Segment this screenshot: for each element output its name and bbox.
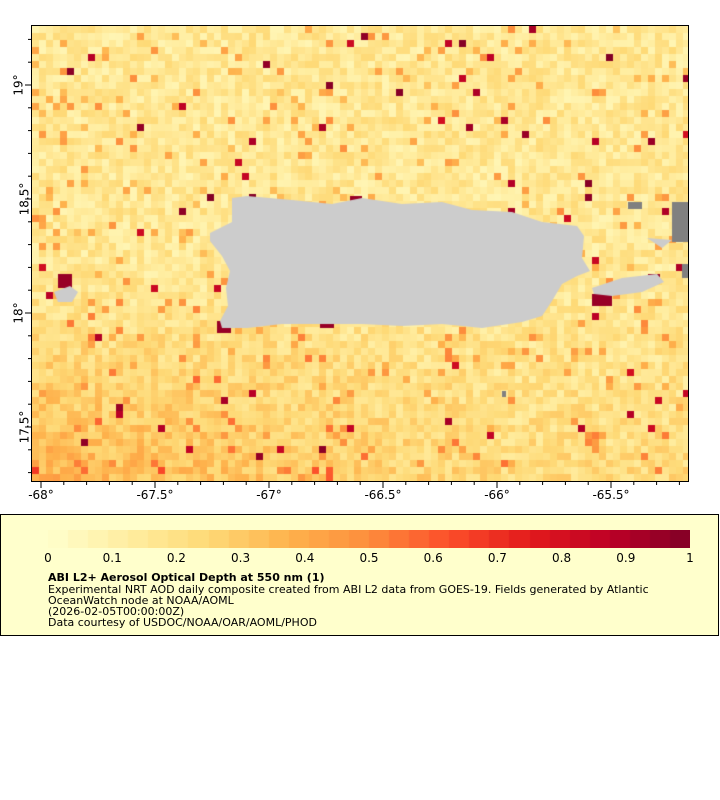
colorbar-tick-label: 0.6: [423, 551, 443, 565]
colorbar-tick-label: 0.8: [552, 551, 572, 565]
x-tick-label: -65.5°: [592, 488, 630, 502]
colorbar-tick-label: 0.7: [487, 551, 507, 565]
x-tick-label: -67.5°: [136, 488, 174, 502]
aod-raster: [32, 26, 688, 481]
colorbar-tick-label: 0.5: [359, 551, 379, 565]
colorbar-tick-label: 0.4: [295, 551, 315, 565]
colorbar-tick-label: 0.3: [231, 551, 251, 565]
legend-desc-2: OceanWatch node at NOAA/AOML: [48, 594, 234, 607]
y-tick-label: 18.5°: [17, 182, 32, 216]
y-tick-label: 18°: [11, 302, 26, 324]
legend-desc-1: Experimental NRT AOD daily composite cre…: [48, 583, 649, 596]
legend-credit: Data courtesy of USDOC/NOAA/OAR/AOML/PHO…: [48, 616, 317, 629]
colorbar-tick-label: 1: [686, 551, 694, 565]
colorbar: [48, 530, 690, 548]
y-tick-label: 19°: [11, 74, 26, 96]
legend-panel: 0 0.1 0.2 0.3 0.4 0.5 0.6 0.7 0.8 0.9 1 ABI L2+ Ae…: [0, 514, 719, 636]
colorbar-tick-label: 0.1: [102, 551, 122, 565]
legend-title: ABI L2+ Aerosol Optical Depth at 550 nm …: [48, 571, 325, 584]
axis-ticks: [25, 38, 680, 488]
colorbar-tick-label: 0.9: [616, 551, 636, 565]
colorbar-tick-label: 0: [44, 551, 52, 565]
y-tick-label: 17.5°: [17, 410, 32, 444]
x-tick-label: -66°: [484, 488, 510, 502]
x-tick-label: -67°: [256, 488, 282, 502]
x-tick-label: -68°: [28, 488, 54, 502]
aod-map[interactable]: [31, 25, 689, 482]
x-tick-label: -66.5°: [364, 488, 402, 502]
colorbar-tick-label: 0.2: [166, 551, 186, 565]
legend-date: (2026-02-05T00:00:00Z): [48, 605, 185, 618]
